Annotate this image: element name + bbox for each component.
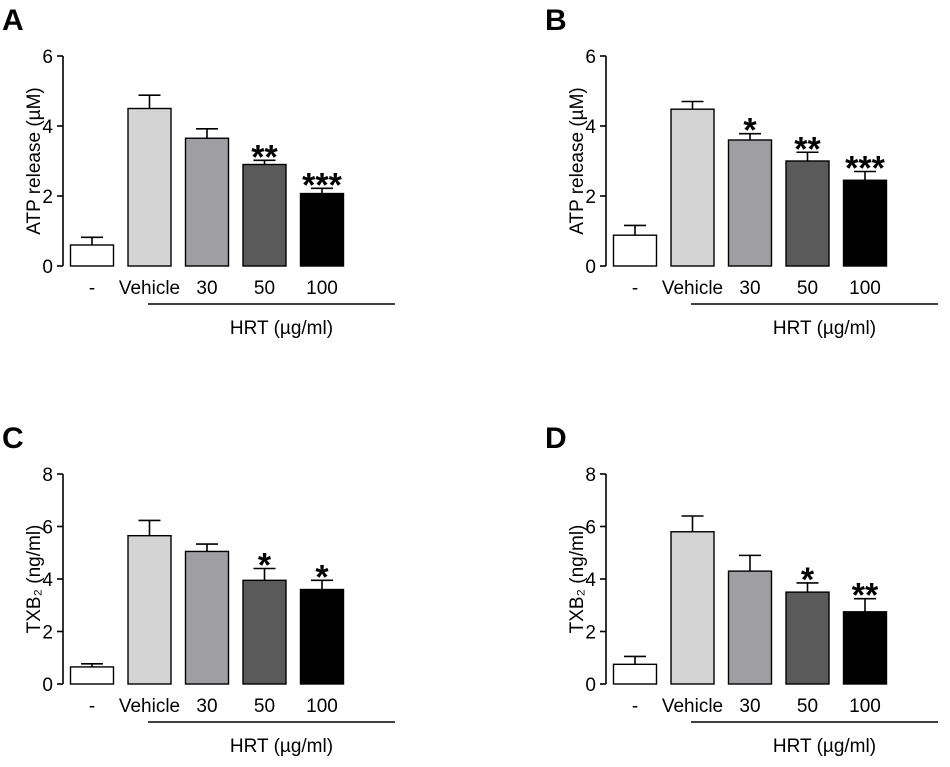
bar-4: [299, 588, 345, 685]
x-category-label: -: [632, 278, 638, 299]
panel-b: B 0 2 4 6 ATP release (µM) - Vehicle * 30 ** 50 *** 1…: [545, 4, 938, 339]
panel-a: A 0 2 4 6 ATP release (µM) - Vehicle 30 ** 50 *** 10…: [2, 4, 395, 339]
x-category-label: 50: [254, 696, 275, 717]
x-category-label: 100: [306, 278, 338, 299]
bar-1: [127, 534, 172, 685]
y-tick-label: 8: [585, 465, 596, 486]
y-tick-label: 0: [585, 257, 596, 278]
bar-2: [184, 137, 230, 267]
x-category-label: Vehicle: [119, 278, 180, 299]
significance-marker: ***: [845, 150, 885, 188]
x-category-label: Vehicle: [119, 696, 180, 717]
group-label: HRT (µg/ml): [773, 318, 876, 339]
x-category-label: 30: [196, 278, 217, 299]
bar-4: [842, 179, 888, 267]
y-tick-label: 8: [42, 465, 53, 486]
panel-c: C 0 2 4 6 8 TXB₂ (ng/ml) - Vehicle 30 * 50 * 100 HRT (…: [2, 422, 395, 757]
significance-marker: *: [743, 112, 757, 150]
x-category-label: 30: [739, 278, 760, 299]
panel-label: A: [2, 4, 24, 37]
significance-marker: ***: [302, 166, 342, 204]
y-tick-label: 4: [585, 570, 596, 591]
bar-3: [242, 163, 287, 267]
y-tick-label: 6: [585, 47, 596, 68]
y-tick-label: 0: [42, 257, 53, 278]
significance-marker: **: [794, 130, 821, 168]
x-category-label: 50: [797, 278, 818, 299]
y-tick-label: 4: [42, 570, 53, 591]
y-tick-label: 6: [585, 518, 596, 539]
y-tick-label: 0: [585, 675, 596, 696]
bar-3: [785, 160, 830, 267]
y-axis-title: TXB₂ (ng/ml): [567, 525, 588, 634]
bar-0: [69, 666, 115, 685]
bar-2: [184, 550, 230, 685]
y-tick-label: 2: [585, 623, 596, 644]
x-category-label: Vehicle: [662, 278, 723, 299]
bar-4: [299, 192, 345, 267]
bar-3: [242, 579, 287, 685]
group-label: HRT (µg/ml): [230, 736, 333, 757]
bar-1: [670, 531, 715, 685]
bar-4: [842, 611, 888, 685]
bar-0: [69, 244, 115, 267]
panel-label: B: [545, 4, 567, 37]
bar-1: [670, 108, 715, 267]
bar-0: [612, 663, 658, 685]
group-label: HRT (µg/ml): [230, 318, 333, 339]
x-category-label: 50: [254, 278, 275, 299]
y-tick-label: 4: [42, 117, 53, 138]
y-tick-label: 2: [585, 187, 596, 208]
significance-marker: *: [315, 558, 329, 596]
y-tick-label: 2: [42, 623, 53, 644]
x-category-label: -: [632, 696, 638, 717]
x-category-label: 30: [739, 696, 760, 717]
y-tick-label: 6: [42, 47, 53, 68]
significance-marker: **: [852, 577, 879, 615]
y-axis-title: ATP release (µM): [567, 87, 588, 235]
x-category-label: 30: [196, 696, 217, 717]
panel-label: D: [545, 422, 567, 455]
x-category-label: -: [89, 696, 95, 717]
significance-marker: **: [251, 138, 278, 176]
panel-label: C: [2, 422, 24, 455]
bar-3: [785, 591, 830, 685]
y-tick-label: 2: [42, 187, 53, 208]
y-axis-title: ATP release (µM): [24, 87, 45, 235]
x-category-label: Vehicle: [662, 696, 723, 717]
bar-2: [727, 570, 773, 685]
y-axis-title: TXB₂ (ng/ml): [24, 525, 45, 634]
significance-marker: *: [258, 547, 272, 585]
x-category-label: 100: [306, 696, 338, 717]
y-tick-label: 0: [42, 675, 53, 696]
group-label: HRT (µg/ml): [773, 736, 876, 757]
bar-0: [612, 234, 658, 267]
y-tick-label: 4: [585, 117, 596, 138]
significance-marker: *: [801, 561, 815, 599]
x-category-label: 100: [849, 696, 881, 717]
x-category-label: 100: [849, 278, 881, 299]
x-category-label: 50: [797, 696, 818, 717]
bar-1: [127, 107, 172, 267]
bar-2: [727, 139, 773, 267]
x-category-label: -: [89, 278, 95, 299]
panel-d: D 0 2 4 6 8 TXB₂ (ng/ml) - Vehicle 30 * 50 ** 100 HRT …: [545, 422, 938, 757]
y-tick-label: 6: [42, 518, 53, 539]
